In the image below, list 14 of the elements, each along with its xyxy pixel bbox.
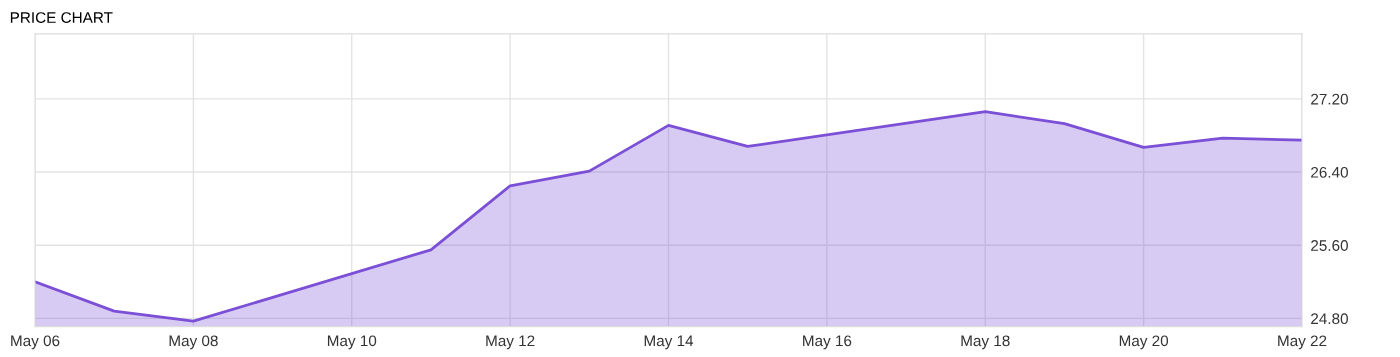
x-tick-label: May 16 [803,335,852,350]
x-tick-label: May 08 [169,335,218,350]
x-tick-label: May 22 [1278,335,1327,350]
y-tick-label: 25.60 [1311,240,1348,251]
x-tick-label: May 12 [486,335,535,350]
x-tick-label: May 18 [961,335,1010,350]
x-tick-label: May 20 [1119,335,1169,350]
x-tick-label: May 10 [327,335,377,350]
y-tick-label: 24.80 [1311,313,1348,325]
y-tick-label: 27.20 [1311,93,1348,105]
x-tick-label: May 06 [11,335,60,350]
x-tick-label: May 14 [644,335,694,350]
chart-title: PRICE CHART [10,12,113,23]
y-tick-label: 26.40 [1311,166,1348,178]
